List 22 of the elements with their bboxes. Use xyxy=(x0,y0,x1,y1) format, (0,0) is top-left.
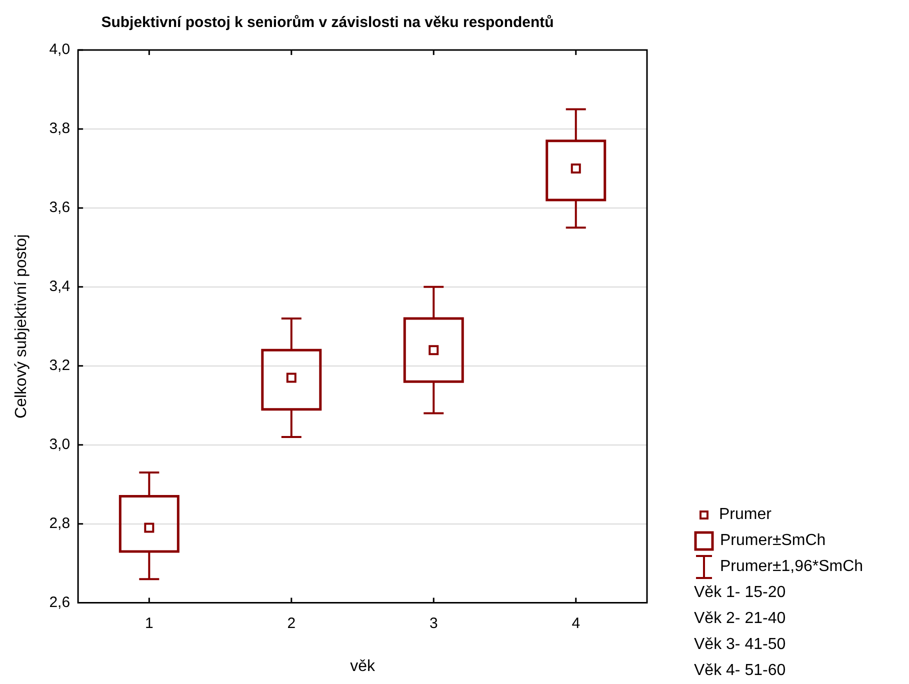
chart-title: Subjektivní postoj k seniorům v závislosti na věku respondentů xyxy=(101,14,554,32)
text: Věk 3- 41-50 xyxy=(694,635,786,655)
text: Věk 2- 21-40 xyxy=(694,609,786,629)
y-tick-label: 3,2 xyxy=(49,357,70,374)
y-tick-label: 4,0 xyxy=(49,41,70,58)
y-tick-label: 2,8 xyxy=(49,514,70,532)
text: Věk 4- 51-60 xyxy=(694,661,786,681)
text: Prumer±1,96*SmCh xyxy=(720,557,864,577)
y-tick-label: 3,8 xyxy=(49,120,70,138)
x-axis-title: věk xyxy=(350,658,376,675)
y-axis-title: Celkový subjektivní postoj xyxy=(13,234,30,418)
y-tick-label: 2,6 xyxy=(49,594,70,611)
text: Věk 1- 15-20 xyxy=(694,583,786,603)
x-tick-label: 2 xyxy=(287,614,296,632)
text: Prumer±SmCh xyxy=(720,531,826,551)
y-tick-label: 3,4 xyxy=(49,278,70,296)
y-tick-label: 3,0 xyxy=(49,436,70,453)
text: Prumer xyxy=(719,505,772,525)
y-tick-label: 3,6 xyxy=(49,199,70,216)
x-tick-label: 3 xyxy=(429,614,438,632)
x-tick-label: 1 xyxy=(145,614,154,632)
x-tick-label: 4 xyxy=(572,614,580,632)
